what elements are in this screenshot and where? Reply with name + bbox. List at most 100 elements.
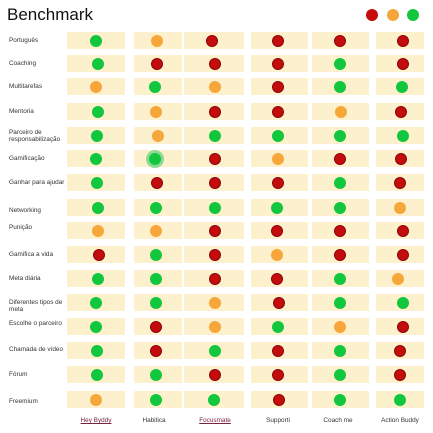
status-dot-orange xyxy=(209,81,221,93)
status-dot-red xyxy=(209,249,221,261)
row-label: Networking xyxy=(9,207,41,214)
status-dot-orange xyxy=(335,106,347,118)
status-dot-green xyxy=(397,297,409,309)
status-dot-green xyxy=(334,177,346,189)
status-dot-green xyxy=(272,321,284,333)
status-dot-orange xyxy=(209,321,221,333)
status-dot-red xyxy=(394,177,406,189)
status-dot-orange xyxy=(152,130,164,142)
status-dot-green xyxy=(396,81,408,93)
status-dot-red xyxy=(209,153,221,165)
status-dot-red xyxy=(334,153,346,165)
status-dot-green xyxy=(90,321,102,333)
status-dot-green xyxy=(91,130,103,142)
status-dot-red xyxy=(272,35,284,47)
status-dot-green xyxy=(209,345,221,357)
status-dot-red xyxy=(394,369,406,381)
status-dot-red xyxy=(272,345,284,357)
row-label: Meta diária xyxy=(9,275,41,282)
status-dot-orange xyxy=(209,297,221,309)
status-dot-red xyxy=(397,35,409,47)
status-dot-green xyxy=(334,273,346,285)
status-dot-green xyxy=(208,394,220,406)
status-dot-green xyxy=(334,81,346,93)
row-label: Português xyxy=(9,37,39,44)
status-dot-orange xyxy=(92,225,104,237)
status-dot-red xyxy=(206,35,218,47)
row-label: Coaching xyxy=(9,60,37,67)
status-dot-green xyxy=(209,130,221,142)
status-dot-red xyxy=(272,369,284,381)
status-dot-red xyxy=(397,58,409,70)
status-dot-green xyxy=(150,369,162,381)
status-dot-green xyxy=(149,153,161,165)
status-dot-red xyxy=(273,394,285,406)
row-label: Escolhe o parceiro xyxy=(9,320,62,327)
status-dot-orange xyxy=(394,202,406,214)
row-label: Gamifica a vida xyxy=(9,251,54,258)
status-dot-red xyxy=(209,369,221,381)
status-dot-green xyxy=(92,106,104,118)
status-dot-green xyxy=(91,369,103,381)
status-dot-red xyxy=(209,106,221,118)
status-dot-green xyxy=(91,177,103,189)
page-title: Benchmark xyxy=(7,5,93,24)
status-dot-green xyxy=(150,249,162,261)
status-dot-green xyxy=(334,297,346,309)
row-label: Ganhar para ajudar xyxy=(9,179,65,186)
status-dot-red xyxy=(273,297,285,309)
status-dot-orange xyxy=(90,394,102,406)
status-dot-red xyxy=(272,106,284,118)
status-dot-red xyxy=(271,225,283,237)
status-dot-red xyxy=(397,249,409,261)
status-dot-green xyxy=(150,202,162,214)
status-dot-green xyxy=(334,58,346,70)
row-label: Parceiro de responsabilização xyxy=(9,129,61,144)
status-dot-red xyxy=(334,35,346,47)
status-dot-red xyxy=(150,345,162,357)
column-label[interactable]: Focusmate xyxy=(199,417,231,424)
status-dot-green xyxy=(397,130,409,142)
status-dot-green xyxy=(90,35,102,47)
status-dot-red xyxy=(209,273,221,285)
status-dot-orange xyxy=(90,81,102,93)
status-dot-green xyxy=(334,394,346,406)
status-dot-red xyxy=(272,81,284,93)
status-dot-red xyxy=(151,58,163,70)
status-dot-green xyxy=(334,202,346,214)
row-label: Diferentes tipos de meta xyxy=(9,299,63,314)
status-dot-green xyxy=(92,273,104,285)
status-dot-red xyxy=(150,321,162,333)
status-dot-green xyxy=(334,130,346,142)
status-dot-red xyxy=(397,225,409,237)
status-dot-red xyxy=(209,58,221,70)
status-dot-green xyxy=(334,345,346,357)
row-label: Freemium xyxy=(9,398,38,405)
status-dot-red xyxy=(271,273,283,285)
status-dot-orange xyxy=(334,321,346,333)
column-label: Action Buddy xyxy=(381,417,419,424)
row-label: Gamificação xyxy=(9,155,45,162)
status-dot-red xyxy=(395,106,407,118)
status-dot-green xyxy=(90,153,102,165)
status-dot-red xyxy=(394,345,406,357)
status-dot-green xyxy=(90,297,102,309)
status-dot-green xyxy=(209,202,221,214)
column-label[interactable]: Hey Byddy xyxy=(80,417,112,424)
status-dot-green xyxy=(149,81,161,93)
row-label: Multitarefas xyxy=(9,83,43,90)
status-dot-green xyxy=(92,58,104,70)
column-label: Supporti xyxy=(266,417,290,424)
status-dot-green xyxy=(271,202,283,214)
column-label: Coach me xyxy=(323,417,353,424)
status-dot-green xyxy=(92,202,104,214)
status-dot-orange xyxy=(150,106,162,118)
row-label: Fórum xyxy=(9,371,28,378)
status-dot-red xyxy=(395,153,407,165)
status-dot-green xyxy=(150,273,162,285)
status-dot-green xyxy=(150,394,162,406)
legend-dot-green xyxy=(407,9,419,21)
status-dot-red xyxy=(334,225,346,237)
status-dot-orange xyxy=(271,249,283,261)
column-label: Habitica xyxy=(142,417,166,424)
